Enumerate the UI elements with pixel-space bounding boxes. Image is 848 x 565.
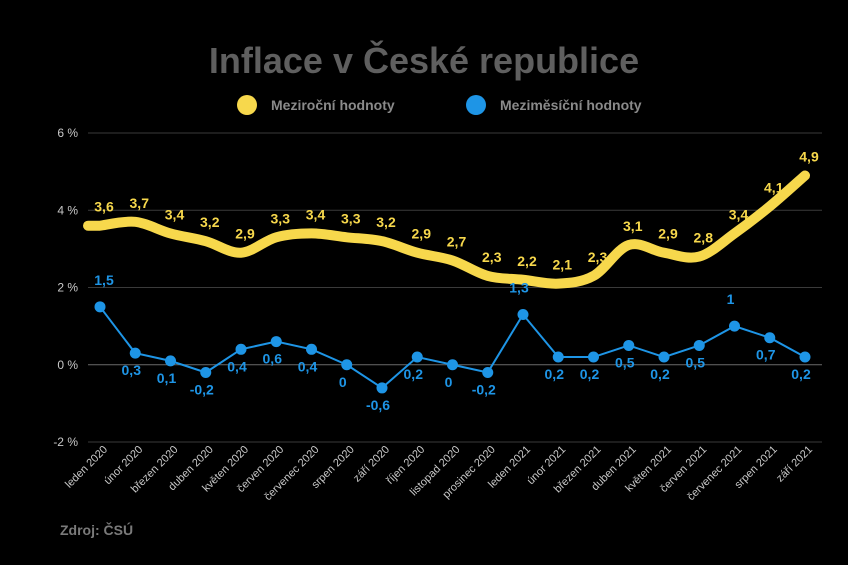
data-label-yoy: 2,1 [553,257,573,273]
data-point-mom [482,366,494,378]
data-label-yoy: 2,9 [235,226,255,242]
data-label-yoy: 2,8 [694,230,714,246]
data-point-mom [411,351,423,363]
data-label-mom: 0,4 [227,358,247,374]
x-tick-label: září 2021 [774,444,815,485]
data-point-mom [658,351,670,363]
data-label-yoy: 3,3 [271,210,291,226]
series-line-yoy [83,170,810,289]
data-point-mom [517,309,529,321]
source-note: Zdroj: ČSÚ [60,522,134,538]
data-label-yoy: 3,3 [341,210,361,226]
legend-yoy-marker [237,95,257,115]
y-tick-label: -2 % [53,435,78,449]
data-point-mom [129,347,141,359]
data-label-mom: 0,5 [615,354,635,370]
data-point-mom [693,339,705,351]
data-label-mom: 0,3 [122,362,142,378]
data-point-mom [799,351,811,363]
data-label-mom: 1,3 [509,280,529,296]
data-label-mom: 0,7 [756,347,776,363]
y-tick-label: 0 % [57,358,78,372]
data-label-mom: 1,5 [94,272,114,288]
y-tick-label: 2 % [57,281,78,295]
legend-yoy-label: Meziroční hodnoty [271,97,395,113]
data-point-mom [764,332,776,344]
data-label-yoy: 2,3 [482,249,502,265]
data-point-mom [235,343,247,355]
data-label-yoy: 3,4 [729,206,749,222]
data-label-mom: 0,5 [686,354,706,370]
y-tick-label: 6 % [57,126,78,140]
data-label-yoy: 3,2 [200,214,220,230]
legend-mom-label: Meziměsíční hodnoty [500,97,642,113]
data-label-yoy: 2,7 [447,233,467,249]
legend-item-mom[interactable]: Meziměsíční hodnoty [466,95,642,115]
data-label-yoy: 4,1 [764,179,784,195]
data-point-mom [623,339,635,351]
data-label-mom: 0,4 [298,358,318,374]
data-label-yoy: 3,1 [623,218,643,234]
data-point-mom [94,301,106,313]
data-point-mom [270,336,282,348]
data-point-mom [588,351,599,363]
chart-title: Inflace v České republice [208,40,640,81]
data-point-mom [376,382,388,394]
data-label-yoy: 2,9 [412,226,432,242]
data-label-yoy: 3,2 [376,214,396,230]
data-label-mom: 0 [339,374,347,390]
legend-item-yoy[interactable]: Meziroční hodnoty [237,95,395,115]
data-label-yoy: 2,9 [658,226,678,242]
legend-mom-marker [466,95,486,115]
data-point-mom [200,366,212,378]
data-label-mom: 0,1 [157,370,177,386]
data-label-yoy: 2,3 [588,249,608,265]
data-label-mom: -0,2 [472,381,496,397]
data-label-mom: 0,2 [545,366,565,382]
data-label-yoy: 3,4 [306,206,326,222]
data-point-mom [729,320,740,332]
data-label-mom: 0,2 [791,366,811,382]
data-label-mom: 0,2 [580,366,600,382]
data-point-mom [447,359,458,371]
data-point-mom [341,359,353,371]
y-tick-label: 4 % [57,203,78,217]
data-label-mom: 0,2 [404,366,424,382]
x-tick-label: leden 2020 [63,444,110,491]
data-label-mom: 0 [445,374,453,390]
data-label-yoy: 3,4 [165,206,185,222]
data-point-mom [165,355,176,367]
data-point-mom [306,343,317,355]
data-label-mom: -0,6 [366,397,390,413]
data-label-mom: -0,2 [190,381,214,397]
data-label-yoy: 2,2 [517,253,537,269]
data-label-yoy: 3,6 [94,199,114,215]
data-label-yoy: 4,9 [799,148,819,164]
data-label-mom: 0,6 [263,351,283,367]
data-label-yoy: 3,7 [130,195,150,211]
data-point-mom [552,351,564,363]
data-label-mom: 1 [727,291,735,307]
data-label-mom: 0,2 [650,366,670,382]
